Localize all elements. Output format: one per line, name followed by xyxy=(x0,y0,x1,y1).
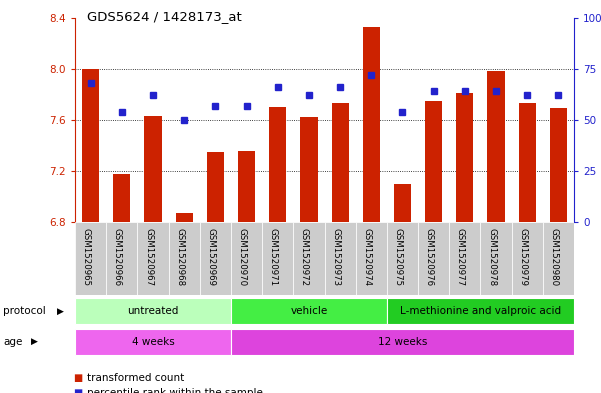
Text: GSM1520970: GSM1520970 xyxy=(237,228,246,286)
Text: GSM1520969: GSM1520969 xyxy=(206,228,215,286)
Text: GSM1520967: GSM1520967 xyxy=(144,228,153,286)
Bar xyxy=(138,222,169,295)
Bar xyxy=(231,298,387,324)
Text: GDS5624 / 1428173_at: GDS5624 / 1428173_at xyxy=(87,10,242,23)
Text: GSM1520978: GSM1520978 xyxy=(487,228,496,286)
Bar xyxy=(543,222,574,295)
Bar xyxy=(262,222,293,295)
Text: ■: ■ xyxy=(73,373,83,383)
Text: 4 weeks: 4 weeks xyxy=(132,337,174,347)
Text: L-methionine and valproic acid: L-methionine and valproic acid xyxy=(400,306,561,316)
Bar xyxy=(511,222,543,295)
Bar xyxy=(106,222,138,295)
Bar xyxy=(300,117,317,222)
Bar xyxy=(82,69,99,222)
Text: transformed count: transformed count xyxy=(87,373,185,383)
Bar xyxy=(231,329,574,354)
Text: GSM1520977: GSM1520977 xyxy=(456,228,465,286)
Bar xyxy=(387,298,574,324)
Bar xyxy=(207,152,224,222)
Bar xyxy=(325,222,356,295)
Text: 12 weeks: 12 weeks xyxy=(378,337,427,347)
Bar xyxy=(550,108,567,222)
Text: untreated: untreated xyxy=(127,306,178,316)
Text: ▶: ▶ xyxy=(57,307,64,316)
Bar xyxy=(387,222,418,295)
Text: ■: ■ xyxy=(73,388,83,393)
Bar xyxy=(332,103,349,222)
Bar xyxy=(75,298,231,324)
Bar xyxy=(238,151,255,222)
Text: GSM1520968: GSM1520968 xyxy=(175,228,185,286)
Bar xyxy=(175,213,193,222)
Text: GSM1520965: GSM1520965 xyxy=(82,228,91,286)
Bar xyxy=(169,222,200,295)
Bar xyxy=(418,222,449,295)
Bar xyxy=(456,93,474,222)
Bar xyxy=(200,222,231,295)
Text: GSM1520975: GSM1520975 xyxy=(394,228,403,286)
Bar xyxy=(75,222,106,295)
Text: GSM1520971: GSM1520971 xyxy=(269,228,278,286)
Bar xyxy=(519,103,535,222)
Text: GSM1520976: GSM1520976 xyxy=(425,228,434,286)
Text: GSM1520972: GSM1520972 xyxy=(300,228,309,286)
Bar xyxy=(487,71,505,222)
Bar xyxy=(114,173,130,222)
Bar xyxy=(425,101,442,222)
Bar xyxy=(394,184,411,222)
Text: GSM1520980: GSM1520980 xyxy=(549,228,558,286)
Bar xyxy=(356,222,387,295)
Text: protocol: protocol xyxy=(3,306,46,316)
Text: ▶: ▶ xyxy=(31,337,38,346)
Bar xyxy=(269,107,286,222)
Text: GSM1520974: GSM1520974 xyxy=(362,228,371,286)
Text: vehicle: vehicle xyxy=(290,306,328,316)
Text: GSM1520966: GSM1520966 xyxy=(113,228,122,286)
Text: GSM1520979: GSM1520979 xyxy=(518,228,527,286)
Bar xyxy=(363,27,380,222)
Bar xyxy=(75,329,231,354)
Text: GSM1520973: GSM1520973 xyxy=(331,228,340,286)
Bar xyxy=(480,222,511,295)
Bar xyxy=(293,222,325,295)
Text: percentile rank within the sample: percentile rank within the sample xyxy=(87,388,263,393)
Bar xyxy=(144,116,162,222)
Bar xyxy=(449,222,480,295)
Text: age: age xyxy=(3,337,22,347)
Bar xyxy=(231,222,262,295)
